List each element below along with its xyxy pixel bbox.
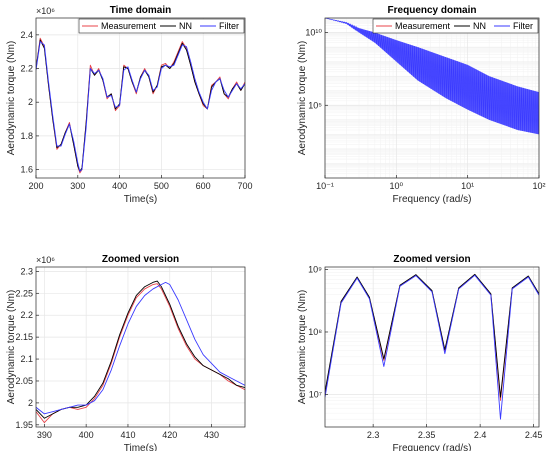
x-tick-label: 430 bbox=[204, 430, 219, 440]
x-axis-label: Time(s) bbox=[124, 443, 158, 451]
series-group bbox=[36, 280, 245, 424]
legend-item: Measurement bbox=[82, 21, 157, 31]
major-grid bbox=[36, 267, 245, 427]
x-axis-label: Time(s) bbox=[124, 194, 158, 205]
chart-title: Frequency domain bbox=[388, 5, 477, 16]
y-ticks: 1.6 1.8 2 2.2 2.4 bbox=[20, 30, 39, 175]
y-tick-label: 2.2 bbox=[20, 64, 33, 74]
series-group bbox=[325, 18, 539, 135]
legend-item: NN bbox=[454, 21, 486, 31]
y-tick-label: 2.1 bbox=[20, 354, 33, 364]
series-line-filter bbox=[325, 18, 539, 135]
series-line-nn bbox=[325, 273, 539, 398]
legend-item: NN bbox=[160, 21, 192, 31]
legend: Measurement NN Filter bbox=[78, 18, 245, 34]
y-axis-label: Aerodynamic torque (Nm) bbox=[6, 290, 17, 404]
y-tick-label: 2.4 bbox=[20, 30, 33, 40]
y-tick-label: 2.2 bbox=[20, 310, 33, 320]
x-tick-label: 420 bbox=[162, 430, 177, 440]
x-tick-label: 500 bbox=[154, 181, 169, 191]
axes-box bbox=[324, 266, 540, 428]
legend-label: NN bbox=[473, 21, 486, 31]
series-line-filter bbox=[36, 41, 245, 172]
y-exponent-label: ×10⁶ bbox=[36, 6, 55, 16]
series-line-nn bbox=[36, 280, 245, 419]
subplot-2: 10⁻¹ 10⁰ 10¹ 10² 10⁵ 10¹⁰ Frequency domain Freq… bbox=[297, 5, 546, 205]
x-tick-label: 10¹ bbox=[461, 181, 474, 191]
subplot-3: 390 400 410 420 430 1.95 2 2.05 2.1 2.15 2.2 2.25 2.… bbox=[6, 254, 246, 451]
chart-title: Time domain bbox=[110, 5, 172, 16]
x-ticks: 200 300 400 500 600 700 bbox=[28, 175, 253, 191]
y-tick-label: 10⁹ bbox=[308, 265, 322, 275]
legend-label: Filter bbox=[219, 21, 239, 31]
y-tick-label: 10⁷ bbox=[309, 389, 322, 399]
series-line-filter bbox=[325, 274, 539, 420]
y-tick-label: 2.3 bbox=[20, 266, 33, 276]
x-ticks: 2.3 2.35 2.4 2.45 bbox=[367, 424, 543, 440]
x-tick-label: 2.3 bbox=[367, 430, 380, 440]
x-tick-label: 410 bbox=[120, 430, 135, 440]
x-ticks: 390 400 410 420 430 bbox=[37, 424, 219, 440]
chart-title: Zoomed version bbox=[393, 254, 470, 265]
y-tick-label: 2.05 bbox=[15, 376, 33, 386]
x-tick-label: 400 bbox=[79, 430, 94, 440]
y-ticks: 1.95 2 2.05 2.1 2.15 2.2 2.25 2.3 bbox=[15, 266, 39, 430]
x-tick-label: 10⁰ bbox=[390, 181, 404, 191]
legend-item: Filter bbox=[494, 21, 533, 31]
y-tick-label: 2 bbox=[28, 97, 33, 107]
y-axis-label: Aerodynamic torque (Nm) bbox=[6, 41, 17, 155]
legend-label: NN bbox=[179, 21, 192, 31]
x-tick-label: 2.45 bbox=[525, 430, 543, 440]
y-tick-label: 10⁸ bbox=[308, 327, 322, 337]
series-line-filter bbox=[36, 281, 245, 415]
y-exponent-label: ×10⁶ bbox=[36, 255, 55, 265]
x-axis-label: Frequency (rad/s) bbox=[393, 443, 472, 451]
y-ticks: 10⁷ 10⁸ 10⁹ bbox=[308, 265, 328, 399]
legend-label: Measurement bbox=[395, 21, 451, 31]
y-axis-label: Aerodynamic torque (Nm) bbox=[297, 290, 308, 404]
plot-area bbox=[36, 18, 245, 178]
y-tick-label: 1.6 bbox=[20, 165, 33, 175]
axes-box bbox=[324, 17, 540, 179]
x-tick-label: 600 bbox=[196, 181, 211, 191]
legend-label: Measurement bbox=[101, 21, 157, 31]
major-grid bbox=[325, 267, 539, 427]
legend-item: Filter bbox=[200, 21, 239, 31]
legend: Measurement NN Filter bbox=[372, 18, 539, 34]
axes-box bbox=[35, 17, 246, 179]
chart-title: Zoomed version bbox=[102, 254, 179, 265]
x-tick-label: 390 bbox=[37, 430, 52, 440]
x-tick-label: 700 bbox=[237, 181, 252, 191]
x-tick-label: 2.4 bbox=[474, 430, 487, 440]
y-tick-label: 1.8 bbox=[20, 131, 33, 141]
axes-box bbox=[35, 266, 246, 428]
y-tick-label: 2 bbox=[28, 398, 33, 408]
y-tick-label: 2.25 bbox=[15, 288, 33, 298]
y-tick-label: 2.15 bbox=[15, 332, 33, 342]
x-tick-label: 400 bbox=[112, 181, 127, 191]
x-tick-label: 2.35 bbox=[418, 430, 436, 440]
y-tick-label: 10¹⁰ bbox=[305, 28, 322, 38]
subplot-4: 2.3 2.35 2.4 2.45 10⁷ 10⁸ 10⁹ Zoomed version Fre… bbox=[297, 254, 542, 451]
subplot-1: 200 300 400 500 600 700 1.6 1.8 2 2.2 2.4 ×10⁶ Time … bbox=[6, 5, 253, 205]
x-axis-label: Frequency (rad/s) bbox=[393, 194, 472, 205]
legend-label: Filter bbox=[513, 21, 533, 31]
x-ticks: 10⁻¹ 10⁰ 10¹ 10² bbox=[316, 175, 546, 191]
x-tick-label: 10² bbox=[532, 181, 545, 191]
y-tick-label: 1.95 bbox=[15, 420, 33, 430]
minor-grid bbox=[325, 272, 539, 420]
y-axis-label: Aerodynamic torque (Nm) bbox=[297, 41, 308, 155]
x-tick-label: 200 bbox=[28, 181, 43, 191]
y-ticks: 10⁵ 10¹⁰ bbox=[305, 28, 328, 110]
y-tick-label: 10⁵ bbox=[308, 100, 322, 110]
series-group bbox=[36, 37, 245, 174]
series-group bbox=[325, 273, 539, 420]
x-tick-label: 10⁻¹ bbox=[316, 181, 334, 191]
legend-item: Measurement bbox=[376, 21, 451, 31]
x-tick-label: 300 bbox=[70, 181, 85, 191]
